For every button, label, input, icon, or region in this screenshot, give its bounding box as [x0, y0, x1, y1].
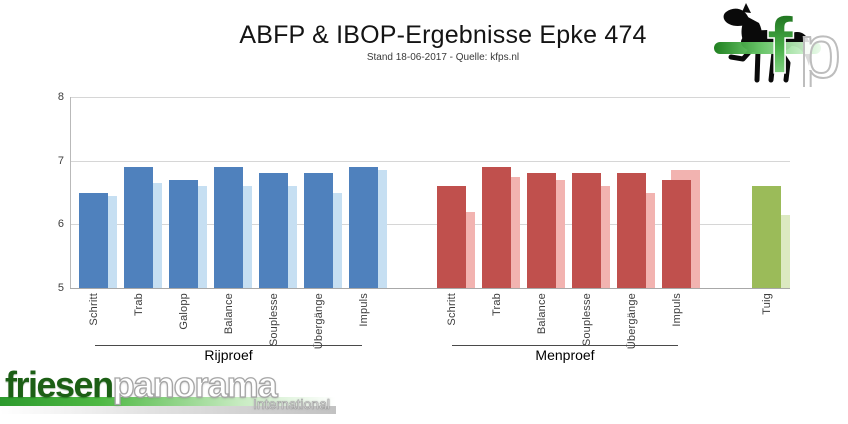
category-label-balance: Balance	[535, 293, 548, 335]
y-axis-tick-label: 6	[57, 218, 64, 231]
bar-dark-übergänge	[617, 173, 646, 288]
bar-dark-balance	[527, 173, 556, 288]
y-axis-tick-label: 7	[57, 154, 64, 167]
friesenpanorama-text-international: International	[252, 396, 331, 413]
category-label-balance: Balance	[222, 293, 235, 335]
gridline-7	[70, 160, 790, 162]
kfp-green-ribbon	[714, 42, 821, 54]
bar-dark-tuig	[752, 186, 781, 288]
group-underline-rijproef	[95, 345, 362, 346]
y-axis-tick-label: 8	[57, 91, 64, 103]
bar-dark-impuls	[349, 167, 378, 288]
category-label-impuls: Impuls	[357, 293, 370, 327]
group-underline-menproef	[452, 345, 678, 346]
category-label-galopp: Galopp	[177, 293, 190, 330]
kfp-letter-f: f	[767, 3, 794, 87]
group-label-menproef: Menproef	[535, 347, 595, 363]
chart-subtitle: Stand 18-06-2017 - Quelle: kfps.nl	[366, 52, 520, 63]
bar-dark-impuls	[662, 179, 691, 288]
chart-title: ABFP & IBOP-Ergebnisse Epke 474	[239, 21, 647, 49]
y-axis-tick-label: 5	[57, 282, 64, 294]
category-label-schritt: Schritt	[87, 293, 100, 326]
category-label-souplesse: Souplesse	[267, 293, 280, 347]
friesenpanorama-logo: friesenpanorama International	[0, 363, 336, 424]
category-label-übergänge: Übergänge	[625, 293, 638, 350]
category-label-schritt: Schritt	[445, 293, 458, 326]
bar-dark-souplesse	[572, 173, 601, 288]
kfp-letter-p: p	[799, 9, 841, 87]
bar-dark-schritt	[79, 192, 108, 288]
bar-dark-schritt	[437, 186, 466, 288]
y-axis-line	[70, 97, 71, 288]
kfp-logo: f p	[710, 0, 847, 95]
friesenpanorama-bar-green	[0, 397, 336, 406]
gridline-6	[70, 224, 790, 226]
friesenpanorama-bar-silver	[0, 406, 336, 414]
bar-dark-trab	[124, 167, 153, 288]
bar-dark-trab	[482, 167, 511, 288]
gridline-8	[70, 97, 790, 98]
bar-dark-übergänge	[304, 173, 333, 288]
bar-dark-galopp	[169, 179, 198, 288]
x-axis-line	[70, 288, 790, 289]
bar-dark-balance	[214, 167, 243, 288]
category-label-trab: Trab	[490, 293, 503, 317]
friesenpanorama-bar	[0, 397, 336, 414]
category-label-übergänge: Übergänge	[312, 293, 325, 350]
chart-header: ABFP & IBOP-Ergebnisse Epke 474 Stand 18…	[19, 21, 848, 63]
bar-dark-souplesse	[259, 173, 288, 288]
friesenpanorama-text-friesen: friesen	[5, 364, 114, 405]
category-label-souplesse: Souplesse	[580, 293, 593, 347]
kfp-logo-graphic: f p	[714, 0, 842, 95]
group-label-rijproef: Rijproef	[204, 347, 253, 363]
category-label-tuig: Tuig	[760, 293, 773, 315]
category-label-trab: Trab	[132, 293, 145, 317]
friesenpanorama-wordmark: friesenpanorama	[5, 363, 278, 415]
category-label-impuls: Impuls	[670, 293, 683, 327]
friesenpanorama-text-panorama: panorama	[112, 363, 278, 405]
